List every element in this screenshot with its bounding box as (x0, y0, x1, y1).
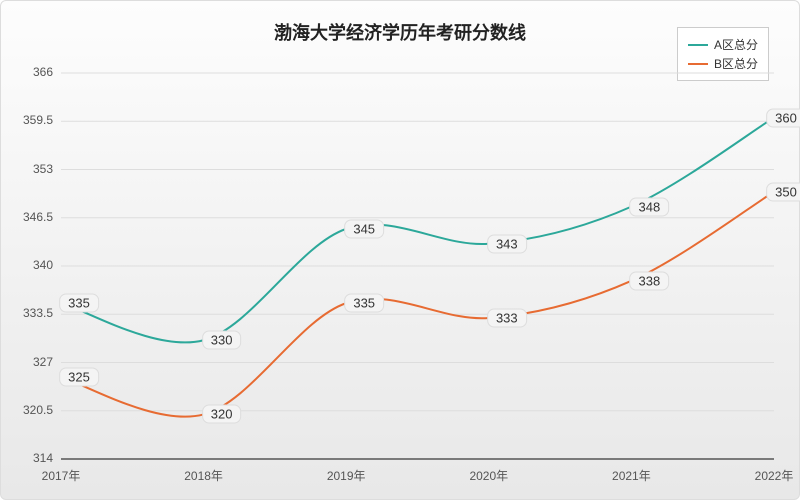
chart-container: 渤海大学经济学历年考研分数线 A区总分 B区总分 335330345343348… (0, 0, 800, 500)
data-point-label: 350 (766, 182, 800, 201)
x-tick-label: 2017年 (36, 467, 86, 484)
data-point-label: 335 (59, 294, 99, 313)
y-tick-label: 333.5 (3, 306, 53, 320)
data-point-label: 343 (487, 234, 527, 253)
x-tick-label: 2018年 (179, 467, 229, 484)
y-tick-label: 353 (3, 162, 53, 176)
data-point-label: 360 (766, 108, 800, 127)
plot-area: 335330345343348360325320335333338350 314… (61, 73, 774, 459)
y-tick-label: 346.5 (3, 210, 53, 224)
y-tick-label: 314 (3, 451, 53, 465)
data-point-label: 335 (344, 294, 384, 313)
legend-swatch-a (688, 44, 708, 46)
y-tick-label: 327 (3, 355, 53, 369)
x-tick-label: 2021年 (606, 467, 656, 484)
data-point-label: 333 (487, 308, 527, 327)
data-point-label: 348 (630, 197, 670, 216)
data-point-label: 330 (202, 331, 242, 350)
data-point-label: 345 (344, 219, 384, 238)
x-tick-label: 2022年 (749, 467, 799, 484)
legend-item-b: B区总分 (688, 55, 758, 72)
data-point-label: 325 (59, 368, 99, 387)
x-tick-label: 2019年 (321, 467, 371, 484)
y-tick-label: 340 (3, 258, 53, 272)
data-point-label: 320 (202, 405, 242, 424)
x-tick-label: 2020年 (464, 467, 514, 484)
y-tick-label: 320.5 (3, 403, 53, 417)
legend-label-a: A区总分 (714, 36, 758, 53)
legend-label-b: B区总分 (714, 55, 758, 72)
legend-item-a: A区总分 (688, 36, 758, 53)
y-tick-label: 366 (3, 65, 53, 79)
data-point-label: 338 (630, 271, 670, 290)
y-tick-label: 359.5 (3, 113, 53, 127)
chart-svg (61, 73, 774, 459)
legend-swatch-b (688, 63, 708, 65)
